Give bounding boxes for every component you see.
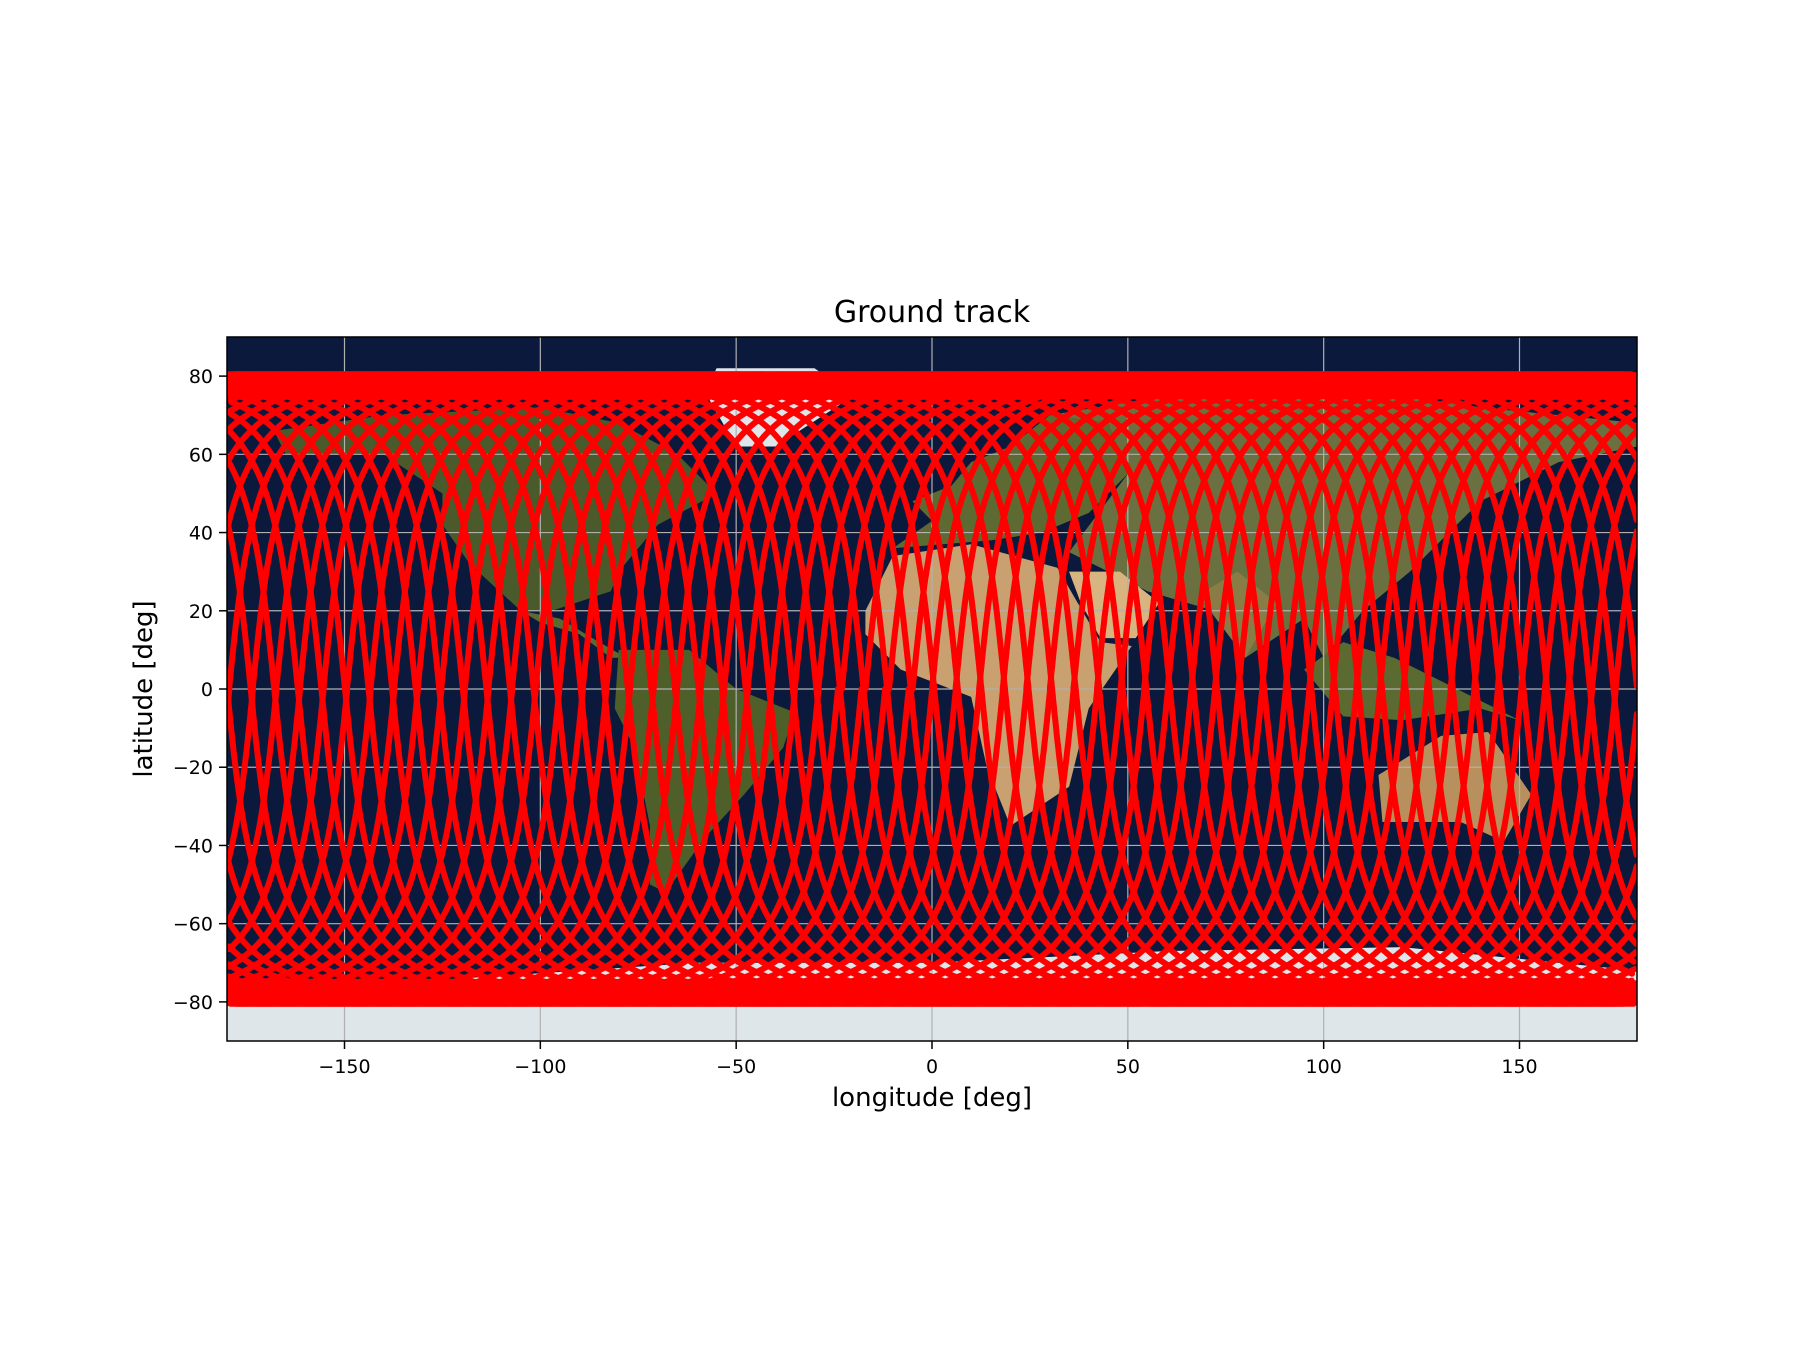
- y-axis-ticks: −80 −60 −40 −20 0 20 40 60 80: [173, 366, 227, 1014]
- y-tick-label: 20: [189, 601, 213, 623]
- ground-track-series: [227, 371, 1637, 1007]
- ground-track-pass: [230, 371, 1630, 1007]
- chart-title: Ground track: [834, 295, 1031, 330]
- ground-track-pass: [234, 371, 1637, 1007]
- ground-track-pass: [227, 371, 1633, 1007]
- x-tick-label: 100: [1306, 1056, 1342, 1078]
- x-tick-label: 50: [1116, 1056, 1140, 1078]
- y-tick-label: −20: [173, 757, 213, 779]
- ground-track-pass: [237, 371, 1637, 1007]
- y-tick-label: −40: [173, 835, 213, 857]
- ground-track-pass: [234, 371, 1634, 1007]
- ground-track-pass: [227, 371, 1637, 1007]
- ground-track-pass: [227, 371, 1637, 1007]
- ground-track-pass: [227, 371, 1637, 1007]
- ground-track-pass: [227, 371, 1637, 1007]
- ground-track-pass: [227, 371, 1637, 1007]
- x-tick-label: −150: [318, 1056, 370, 1078]
- plot-area: [227, 337, 1637, 1041]
- ground-track-pass: [227, 371, 1637, 1007]
- x-tick-label: 150: [1501, 1056, 1537, 1078]
- y-tick-label: 80: [189, 366, 213, 388]
- y-tick-label: 0: [201, 679, 213, 701]
- y-tick-label: 40: [189, 523, 213, 545]
- ground-track-pass: [227, 371, 1625, 1007]
- y-tick-label: −60: [173, 914, 213, 936]
- ground-track-pass: [227, 371, 1637, 1007]
- ground-track-pass: [227, 371, 1634, 1007]
- ground-track-pass: [228, 371, 1637, 1007]
- ground-track-band-south: [227, 980, 1637, 1004]
- x-tick-label: 0: [926, 1056, 938, 1078]
- y-tick-label: −80: [173, 992, 213, 1014]
- y-axis-label: latitude [deg]: [129, 600, 159, 777]
- ground-track-pass: [237, 371, 1637, 1007]
- x-tick-label: −100: [514, 1056, 566, 1078]
- ground-track-pass: [227, 371, 1627, 1007]
- ground-track-pass: [233, 371, 1637, 1007]
- ground-track-pass: [227, 371, 1627, 1007]
- ground-track-pass: [227, 371, 1635, 1007]
- ground-track-pass: [232, 371, 1634, 1007]
- ground-track-pass: [231, 371, 1635, 1007]
- y-tick-label: 60: [189, 444, 213, 466]
- ground-track-pass: [228, 371, 1630, 1007]
- x-axis-label: longitude [deg]: [832, 1083, 1032, 1113]
- ground-track-band-north: [227, 374, 1637, 398]
- x-tick-label: −50: [716, 1056, 756, 1078]
- x-axis-ticks: −150 −100 −50 0 50 100 150: [318, 1041, 1538, 1078]
- ground-track-pass: [230, 371, 1636, 1007]
